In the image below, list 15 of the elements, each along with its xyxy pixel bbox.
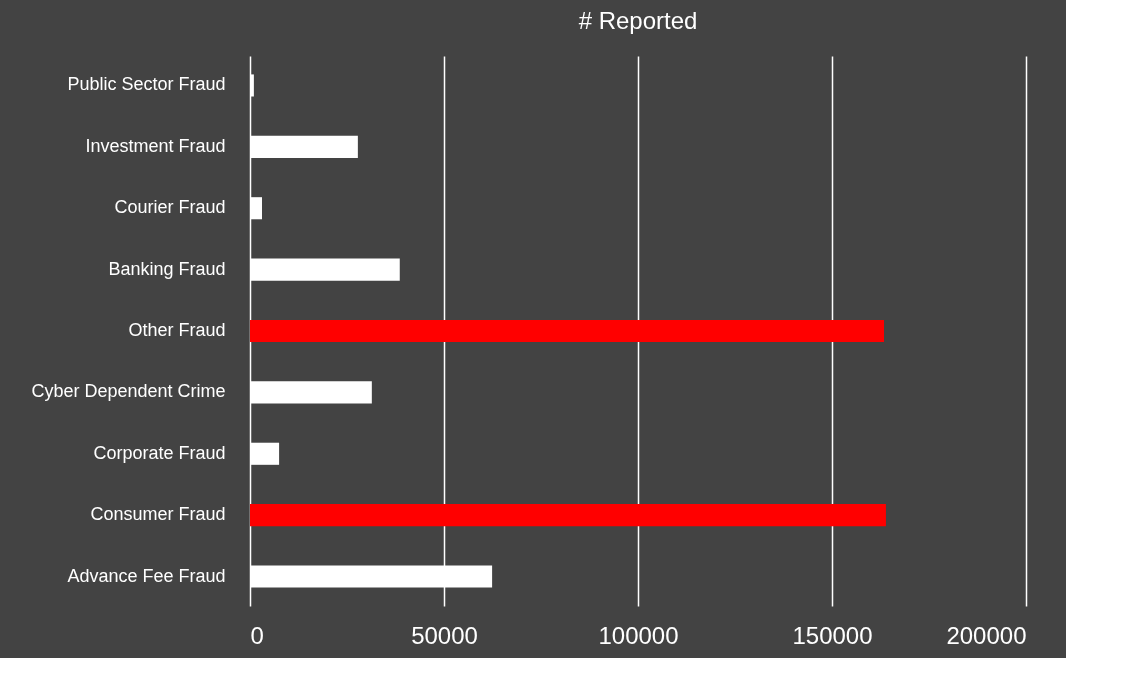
x-tick-label: 150000 xyxy=(792,621,873,649)
y-tick-label: Investment Fraud xyxy=(85,135,226,156)
x-tick-label: 50000 xyxy=(411,621,478,649)
x-tick-label: 200000 xyxy=(946,621,1027,649)
y-tick-label: Advance Fee Fraud xyxy=(67,565,226,586)
y-tick-label: Consumer Fraud xyxy=(90,504,226,525)
chart-title: # Reported xyxy=(578,7,698,34)
y-tick-label: Cyber Dependent Crime xyxy=(31,381,226,402)
y-tick-label: Public Sector Fraud xyxy=(67,74,226,95)
y-tick-label: Banking Fraud xyxy=(108,258,226,279)
y-tick-label: Other Fraud xyxy=(128,320,226,340)
x-tick-label: 100000 xyxy=(598,621,679,649)
x-tick-label: 0 xyxy=(250,621,264,649)
y-tick-label: Corporate Fraud xyxy=(93,442,226,463)
y-tick-label: Courier Fraud xyxy=(114,197,226,218)
